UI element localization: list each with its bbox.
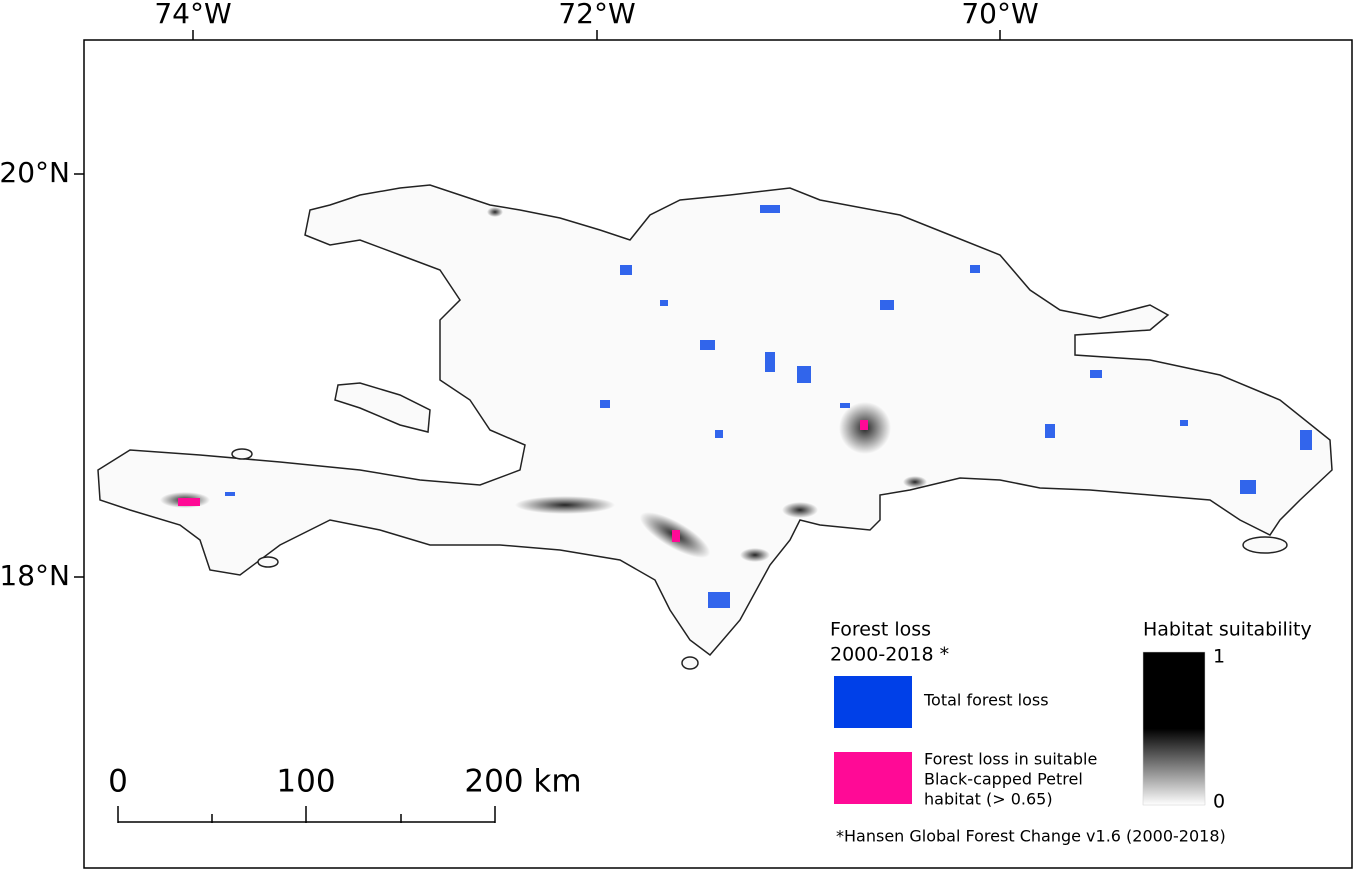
island [97,184,1333,670]
longitude-label: 74°W [154,0,231,30]
source-note: *Hansen Global Forest Change v1.6 (2000-… [836,827,1226,846]
legend-title: Habitat suitability [1143,619,1312,641]
legend-label: Forest loss in suitable [924,750,1097,769]
suitable-forest-loss-pixels [178,420,868,542]
legend-swatch [834,676,912,728]
legend-label: habitat (> 0.65) [924,790,1053,809]
longitude-label: 72°W [558,0,635,30]
latitude-label: 18°N [0,559,70,592]
forest-loss-pixels [225,205,1312,608]
legend-title: Forest loss [830,619,931,641]
scale-bar [117,806,496,823]
legend-label: Total forest loss [923,691,1049,710]
scale-label: 100 [276,764,335,800]
longitude-label: 70°W [961,0,1038,30]
suitability-ramp [1142,651,1206,806]
legend-swatch [834,752,912,804]
legend-title: 2000-2018 * [830,644,949,666]
legend-label: Black-capped Petrel [924,770,1083,789]
ramp-min-label: 0 [1213,791,1225,813]
scale-label: 0 [108,764,128,800]
latitude-label: 20°N [0,156,70,189]
map-frame [83,39,1353,869]
graticule-ticks [74,30,1001,578]
scale-label: 200 km [464,764,581,800]
ramp-max-label: 1 [1213,646,1225,668]
